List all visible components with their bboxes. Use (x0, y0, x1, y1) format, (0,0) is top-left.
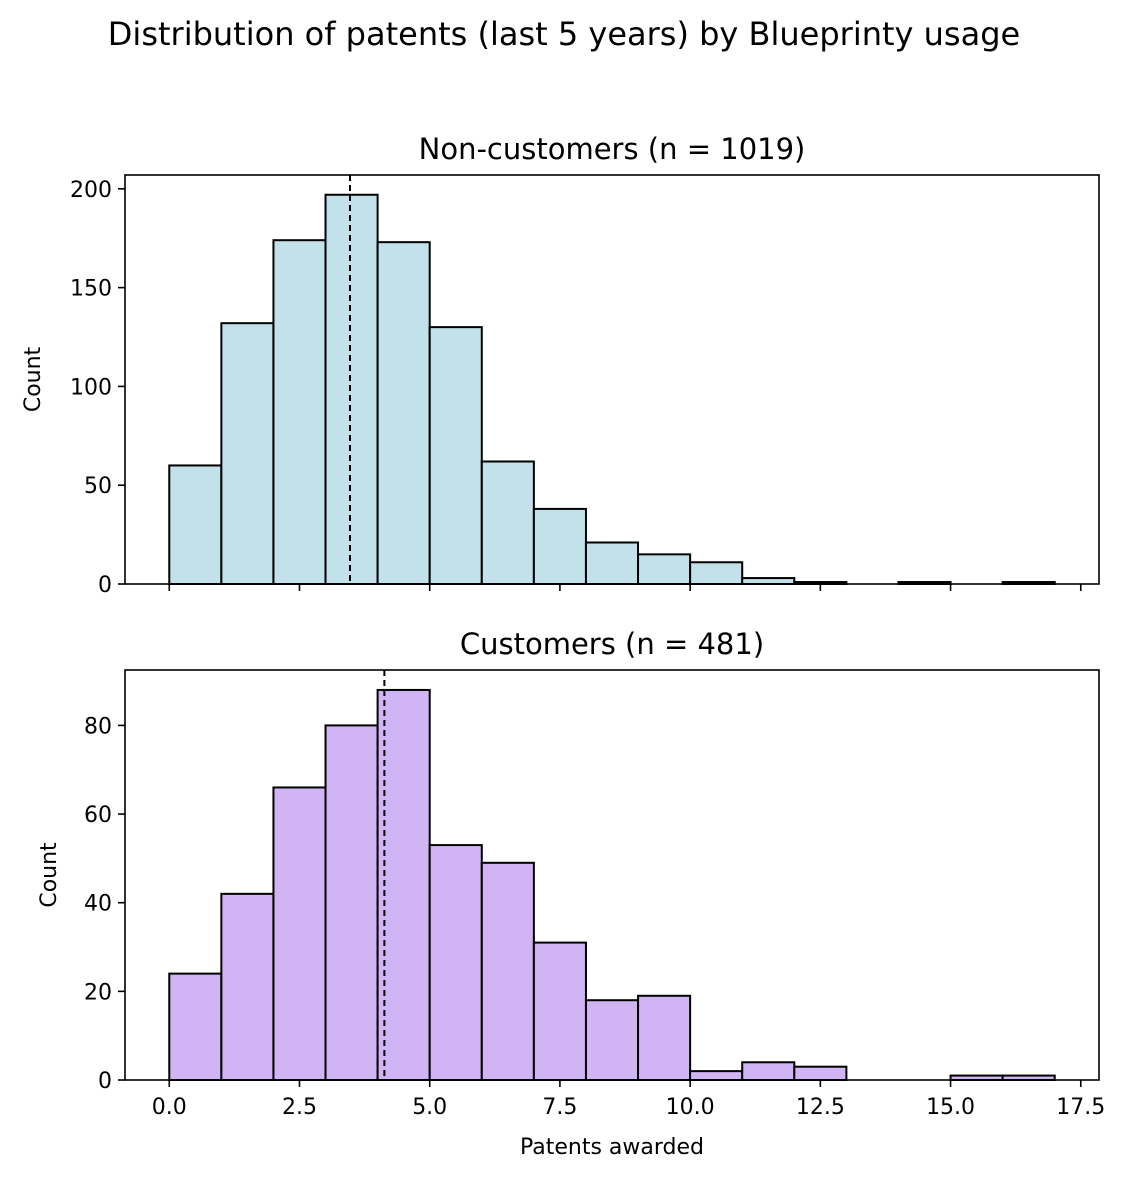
y-tick-label: 60 (84, 803, 112, 828)
histogram-bar (273, 787, 325, 1080)
histogram-bar (378, 242, 430, 584)
histogram-bar (169, 465, 221, 584)
x-tick-label: 10.0 (666, 1095, 715, 1120)
histogram-bar (534, 943, 586, 1080)
histogram-bar (169, 974, 221, 1080)
panel-title: Non-customers (n = 1019) (419, 132, 806, 166)
customers-panel: 0.0 2.5 5.0 7.5 10.0 12.5 15.0 17.5 0 20 40 60 80 Cus… (37, 627, 1105, 1160)
histogram-bar (221, 894, 273, 1080)
x-tick-label: 7.5 (542, 1095, 577, 1120)
histogram-bar (742, 1062, 794, 1080)
histogram-bar (794, 1067, 846, 1080)
y-tick-label: 80 (84, 714, 112, 739)
x-tick-label: 17.5 (1056, 1095, 1105, 1120)
histogram-bar (326, 725, 378, 1080)
histogram-bar (273, 240, 325, 584)
histogram-bar (534, 509, 586, 584)
y-tick-label: 150 (70, 277, 112, 302)
histogram-bar (482, 461, 534, 584)
histogram-bar (221, 323, 273, 584)
y-axis-label: Count (21, 346, 46, 412)
y-tick-label: 0 (98, 573, 112, 598)
histogram-bar (378, 690, 430, 1080)
y-tick-label: 40 (84, 892, 112, 917)
x-tick-label: 0.0 (152, 1095, 187, 1120)
histogram-bar (586, 543, 638, 584)
histogram-bar (430, 327, 482, 584)
x-tick-label: 5.0 (412, 1095, 447, 1120)
y-axis-label: Count (37, 842, 62, 908)
histogram-bar (482, 863, 534, 1080)
y-tick-label: 0 (98, 1069, 112, 1094)
histogram-bar (586, 1000, 638, 1080)
histogram-bar (742, 578, 794, 584)
histogram-bar (690, 1071, 742, 1080)
x-tick-label: 15.0 (926, 1095, 975, 1120)
histogram-bar (326, 195, 378, 584)
non-customers-panel: 0 50 100 150 200 Non-customers (n = 1019) Coun… (21, 132, 1099, 598)
y-tick-label: 100 (70, 375, 112, 400)
panel-title: Customers (n = 481) (460, 627, 764, 661)
histogram-bar (690, 562, 742, 584)
x-tick-label: 12.5 (796, 1095, 845, 1120)
y-tick-label: 50 (84, 474, 112, 499)
histogram-bar (638, 996, 690, 1080)
figure-title: Distribution of patents (last 5 years) b… (108, 15, 1020, 53)
y-tick-label: 200 (70, 178, 112, 203)
x-tick-label: 2.5 (282, 1095, 317, 1120)
x-axis-label: Patents awarded (520, 1135, 704, 1160)
histogram-bar (638, 554, 690, 584)
y-tick-label: 20 (84, 980, 112, 1005)
histogram-bar (430, 845, 482, 1080)
